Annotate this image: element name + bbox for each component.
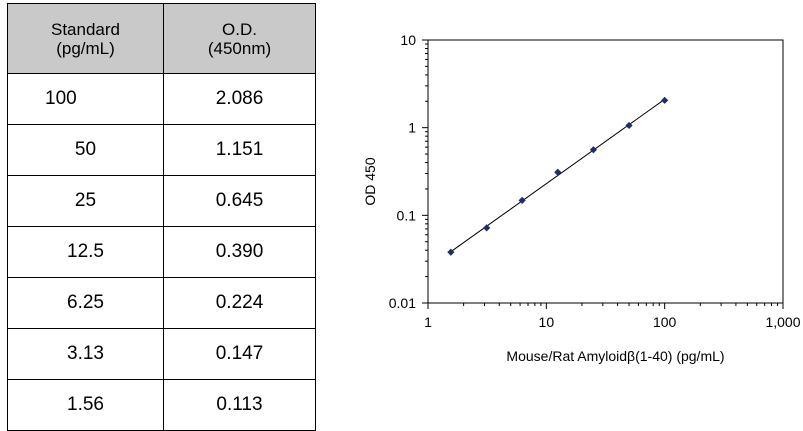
cell-standard: 25	[7, 175, 164, 227]
y-tick-label: 1	[408, 120, 416, 136]
header-od-line2: (450nm)	[207, 38, 272, 58]
table-row: 3.13 0.147	[7, 328, 316, 380]
chart-axes: 1 10 100 1,000 0.01 0.1 1 10	[389, 32, 800, 330]
data-point	[554, 168, 562, 176]
cell-od: 0.113	[163, 379, 316, 431]
table-row: 12.5 0.390	[7, 226, 316, 278]
cell-standard: 1.56	[7, 379, 164, 431]
x-tick-label: 100	[653, 314, 677, 330]
y-tick-label: 0.01	[389, 295, 416, 311]
header-standard: Standard (pg/mL)	[7, 3, 164, 74]
data-point	[518, 196, 526, 205]
x-tick-label: 1	[424, 314, 432, 330]
table-row: 50 1.151	[7, 124, 316, 176]
cell-od: 2.086	[163, 73, 316, 125]
table-row: 25 0.645	[7, 175, 316, 227]
table-row: 100 2.086	[7, 73, 316, 125]
data-point	[589, 146, 598, 154]
y-axis-label: OD 450	[362, 157, 378, 205]
cell-od: 0.147	[163, 328, 316, 380]
cell-standard: 6.25	[7, 277, 164, 329]
x-axis-label: Mouse/Rat Amyloidβ(1-40) (pg/mL)	[506, 348, 724, 364]
table-row: 1.56 0.113	[7, 379, 316, 431]
y-tick-label: 0.1	[397, 207, 417, 223]
header-standard-line1: Standard	[51, 19, 120, 39]
standard-curve-chart: 1 10 100 1,000 0.01 0.1 1 10 Mouse/Rat Amyloidβ…	[362, 32, 800, 364]
plot-frame	[427, 39, 784, 304]
cell-standard: 12.5	[7, 226, 164, 278]
x-tick-label: 10	[539, 314, 555, 330]
header-od: O.D. (450nm)	[163, 3, 316, 74]
header-standard-line2: (pg/mL)	[56, 38, 115, 58]
cell-standard: 50	[7, 124, 164, 176]
cell-standard: 3.13	[7, 328, 164, 380]
cell-standard: 100	[7, 73, 164, 125]
cell-od: 0.645	[163, 175, 316, 227]
data-point	[483, 224, 491, 232]
table-header-row: Standard (pg/mL) O.D. (450nm)	[7, 3, 316, 74]
data-point	[625, 121, 633, 130]
table-row: 6.25 0.224	[7, 277, 316, 329]
cell-od: 1.151	[163, 124, 316, 176]
chart-marks	[447, 96, 669, 256]
header-od-line1: O.D.	[222, 19, 257, 39]
data-point	[661, 96, 669, 104]
y-tick-label: 10	[400, 32, 416, 48]
standard-table: Standard (pg/mL) O.D. (450nm) 100 2.086 …	[7, 3, 316, 431]
cell-od: 0.390	[163, 226, 316, 278]
x-tick-label: 1,000	[765, 314, 800, 330]
cell-od: 0.224	[163, 277, 316, 329]
